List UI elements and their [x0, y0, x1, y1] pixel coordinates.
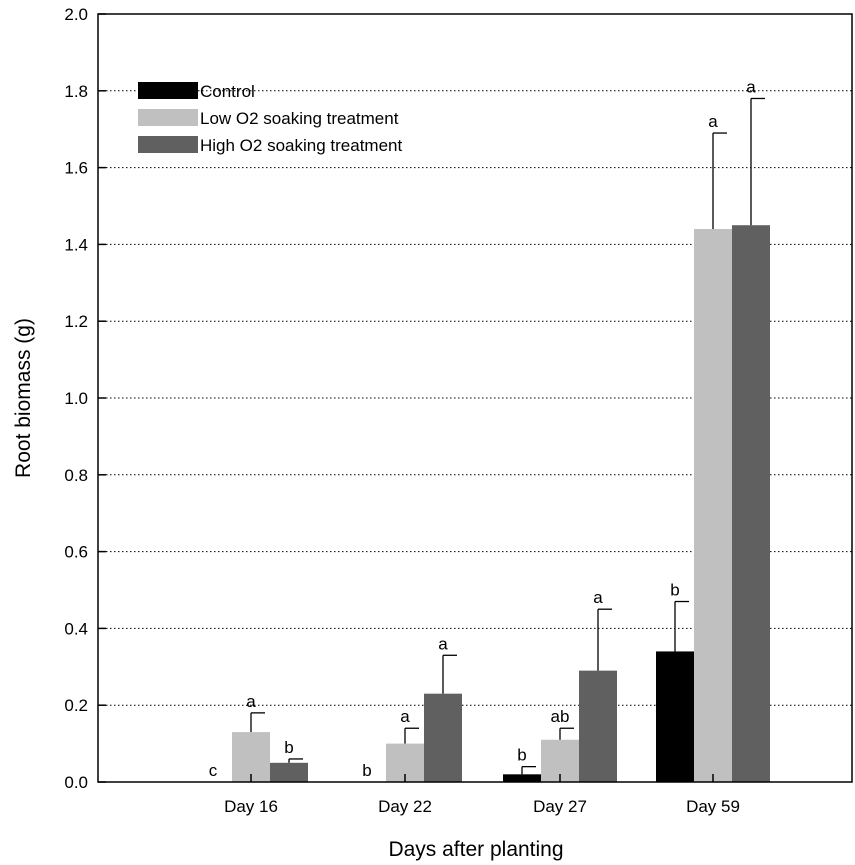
error-bars — [250, 97, 765, 775]
bar — [270, 762, 308, 782]
significance-label: a — [400, 707, 410, 726]
bar — [424, 693, 462, 782]
significance-label: b — [670, 581, 679, 600]
significance-label: a — [746, 77, 756, 96]
bar — [656, 651, 694, 782]
bar — [732, 225, 770, 782]
significance-label: a — [438, 634, 448, 653]
legend-swatch — [138, 109, 198, 126]
y-tick-label: 2.0 — [64, 5, 88, 24]
bar — [694, 229, 732, 783]
y-tick-label: 0.4 — [64, 619, 88, 638]
y-tick-label: 1.2 — [64, 312, 88, 331]
y-axis-title: Root biomass (g) — [12, 318, 35, 478]
y-tick-label: 1.6 — [64, 159, 88, 178]
y-tick-label: 0.8 — [64, 466, 88, 485]
bar — [232, 732, 270, 782]
significance-label: b — [284, 738, 293, 757]
significance-label: ab — [551, 707, 570, 726]
y-tick-label: 0.6 — [64, 543, 88, 562]
x-axis-ticks: Day 16 Day 22 Day 27 Day 59 — [224, 774, 740, 816]
legend-label: High O2 soaking treatment — [200, 136, 402, 155]
x-tick-label: Day 59 — [686, 797, 740, 816]
y-axis-ticks: 0.0 0.2 0.4 0.6 0.8 1.0 1.2 1.4 1.6 1.8 2.0 — [64, 5, 106, 792]
x-tick-label: Day 22 — [378, 797, 432, 816]
significance-label: a — [593, 588, 603, 607]
bar — [579, 670, 617, 782]
legend-label: Control — [200, 82, 255, 101]
significance-label: b — [517, 746, 526, 765]
legend-label: Low O2 soaking treatment — [200, 109, 399, 128]
significance-label: b — [362, 761, 371, 780]
x-tick-label: Day 16 — [224, 797, 278, 816]
legend-swatch — [138, 82, 198, 99]
y-tick-label: 1.8 — [64, 82, 88, 101]
y-tick-label: 0.0 — [64, 773, 88, 792]
significance-label: a — [708, 112, 718, 131]
bars — [232, 225, 770, 783]
legend-swatch — [138, 136, 198, 153]
x-tick-label: Day 27 — [533, 797, 587, 816]
bar — [503, 774, 541, 782]
x-axis-title: Days after planting — [388, 838, 563, 861]
y-tick-label: 1.0 — [64, 389, 88, 408]
legend: Control Low O2 soaking treatment High O2 s… — [138, 82, 402, 155]
y-tick-label: 1.4 — [64, 235, 88, 254]
y-tick-label: 0.2 — [64, 696, 88, 715]
significance-label: c — [209, 761, 218, 780]
significance-label: a — [246, 692, 256, 711]
